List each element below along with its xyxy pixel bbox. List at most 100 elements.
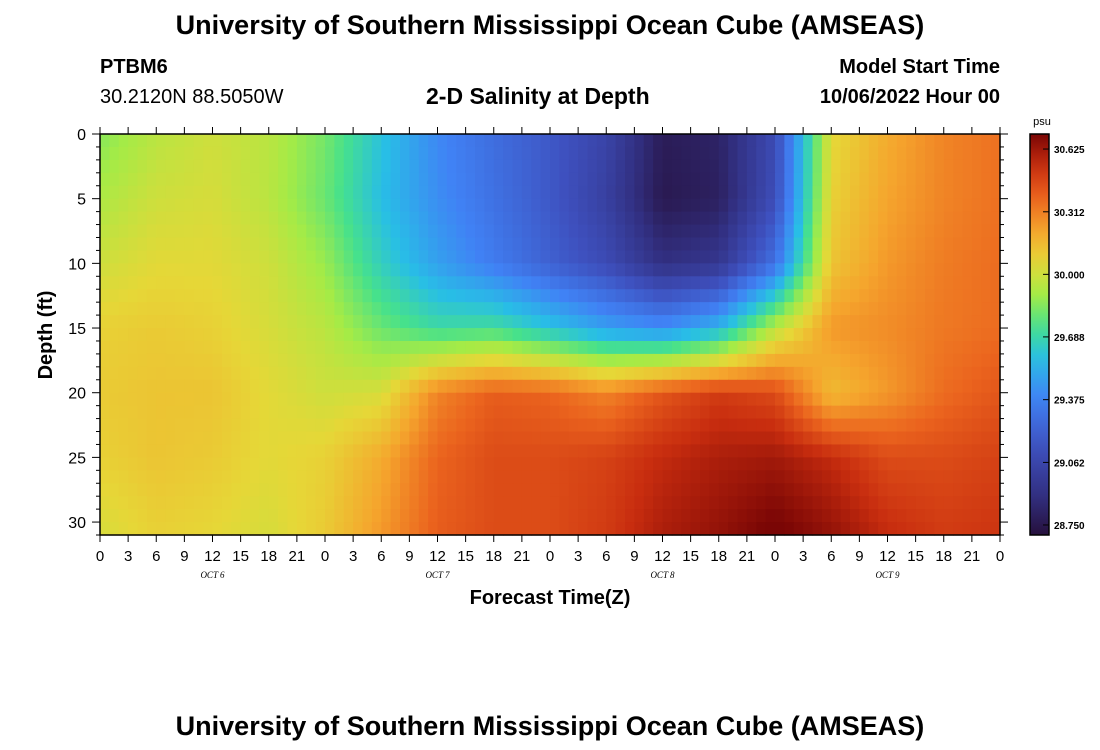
heatmap-cell [521,509,532,523]
heatmap-cell [568,509,579,523]
heatmap-cell [643,509,654,523]
heatmap-cell [709,366,720,381]
heatmap-cell [718,340,729,355]
heatmap-cell [118,509,129,523]
x-tick-label: 9 [630,548,638,565]
heatmap-cell [615,250,626,264]
heatmap-cell [240,340,251,355]
heatmap-cell [925,289,935,303]
heatmap-cell [821,496,832,510]
heatmap-cell [746,146,757,161]
heatmap-cell [334,328,345,342]
heatmap-cell [428,470,439,484]
heatmap-cell [587,237,598,252]
heatmap-cell [334,392,345,407]
heatmap-cell [456,146,467,161]
heatmap-cell [193,457,204,471]
heatmap-cell [540,224,551,239]
heatmap-cell [606,379,617,394]
heatmap-cell [596,315,607,329]
heatmap-cell [606,224,617,239]
heatmap-cell [287,289,298,303]
heatmap-cell [512,185,523,200]
heatmap-cell [287,263,298,277]
heatmap-cell [821,444,832,458]
heatmap-cell [231,353,242,368]
heatmap-cell [521,496,532,510]
heatmap-cell [475,418,485,433]
heatmap-cell [671,418,682,433]
heatmap-cell [315,496,326,510]
heatmap-cell [756,146,767,161]
heatmap-cell [184,250,195,264]
heatmap-cell [437,405,448,420]
heatmap-cell [156,302,167,316]
heatmap-cell [128,457,139,471]
heatmap-cell [850,159,860,174]
heatmap-cell [175,302,185,316]
heatmap-cell [165,146,176,161]
heatmap-cell [484,159,495,174]
heatmap-cell [521,353,532,368]
heatmap-cell [765,444,776,458]
heatmap-cell [156,185,167,200]
heatmap-cell [540,302,551,316]
heatmap-cell [634,483,645,497]
heatmap-cell [175,522,185,536]
heatmap-cell [137,224,148,239]
heatmap-cell [371,522,382,536]
heatmap-cell [700,302,710,316]
heatmap-cell [643,146,654,161]
heatmap-cell [690,315,701,329]
heatmap-cell [212,237,223,252]
heatmap-cell [315,483,326,497]
heatmap-cell [568,392,579,407]
heatmap-cell [821,405,832,420]
heatmap-cell [981,159,992,174]
heatmap-cell [118,276,129,290]
heatmap-cell [475,185,485,200]
heatmap-cell [709,237,720,252]
heatmap-cell [990,405,1001,420]
heatmap-cell [409,457,420,471]
heatmap-cell [184,405,195,420]
heatmap-cell [596,250,607,264]
heatmap-cell [268,340,279,355]
heatmap-cell [634,289,645,303]
axis-ticks [92,127,1008,542]
heatmap-cell [100,405,110,420]
heatmap-cell [184,366,195,381]
heatmap-cell [175,405,185,420]
heatmap-cell [765,509,776,523]
heatmap-cell [718,185,729,200]
heatmap-cell [428,509,439,523]
heatmap-cell [550,250,560,264]
heatmap-cell [915,444,926,458]
heatmap-cell [784,340,795,355]
heatmap-cell [559,353,570,368]
heatmap-cell [128,470,139,484]
heatmap-cell [653,496,664,510]
heatmap-cell [503,366,514,381]
heatmap-cell [728,224,739,239]
heatmap-cell [737,237,748,252]
heatmap-cell [240,250,251,264]
heatmap-cell [587,250,598,264]
heatmap-cell [250,198,260,213]
heatmap-cell [484,509,495,523]
heatmap-cell [193,302,204,316]
heatmap-cell [287,159,298,174]
heatmap-cell [212,134,223,148]
heatmap-cell [268,172,279,187]
heatmap-cell [203,263,214,277]
heatmap-cell [128,340,139,355]
heatmap-cell [943,405,954,420]
heatmap-cell [681,302,692,316]
heatmap-cell [428,237,439,252]
heatmap-cell [700,185,710,200]
heatmap-cell [990,289,1001,303]
heatmap-cell [803,159,814,174]
heatmap-cell [446,522,457,536]
heatmap-cell [268,315,279,329]
heatmap-cell [971,185,982,200]
